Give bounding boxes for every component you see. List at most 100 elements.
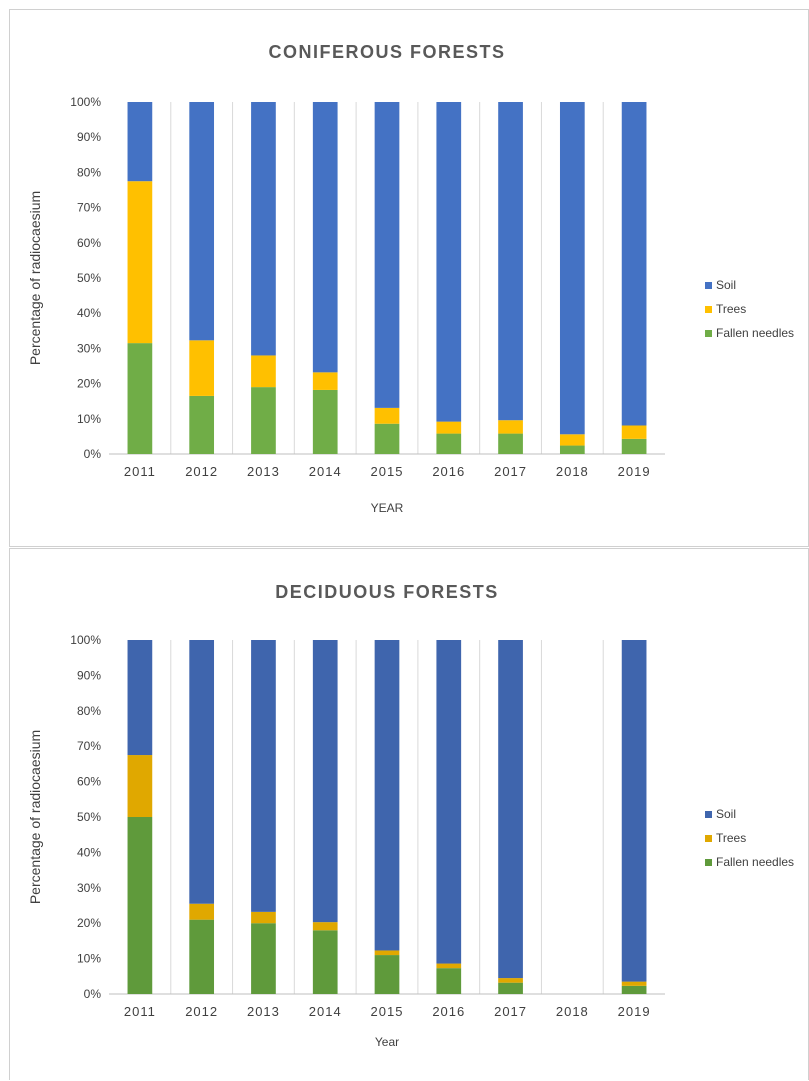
legend-swatch-trees [705, 835, 712, 842]
bar-fallen-needles [374, 955, 400, 994]
bar-trees [436, 421, 462, 434]
bar-trees [559, 434, 585, 446]
bar-trees [251, 355, 276, 388]
legend-label-fallen-needles: Fallen needles [716, 855, 794, 869]
x-tick-label: 2013 [247, 1004, 280, 1019]
y-axis-label: Percentage of radiocaesium [27, 730, 43, 904]
y-tick-label: 30% [77, 881, 101, 895]
bar-fallen-needles [621, 985, 647, 994]
bar-trees [374, 950, 400, 956]
x-tick-label: 2013 [247, 464, 280, 479]
bar-trees [498, 420, 523, 434]
bar-trees [621, 981, 647, 986]
x-tick-label: 2019 [618, 464, 651, 479]
x-tick-label: 2012 [185, 1004, 218, 1019]
bar-trees [127, 755, 153, 817]
bar-soil [127, 102, 153, 182]
y-tick-label: 90% [77, 130, 101, 144]
y-tick-label: 40% [77, 306, 101, 320]
y-tick-label: 0% [84, 447, 102, 461]
x-tick-label: 2017 [494, 464, 527, 479]
y-tick-label: 60% [77, 775, 101, 789]
bar-fallen-needles [436, 433, 462, 454]
y-tick-label: 20% [77, 916, 101, 930]
legend-swatch-trees [705, 306, 712, 313]
bar-fallen-needles [189, 395, 215, 454]
bar-soil [189, 640, 215, 904]
x-tick-label: 2016 [432, 1004, 465, 1019]
bar-fallen-needles [374, 423, 400, 454]
x-tick-label: 2018 [556, 1004, 589, 1019]
x-tick-label: 2018 [556, 464, 589, 479]
deciduous-chart: DECIDUOUS FORESTS 0% 10% 20% 30% 40% 50% 60% 70%… [27, 582, 794, 1049]
bar-soil [559, 102, 585, 435]
bar-trees [621, 425, 647, 439]
bar-soil [189, 102, 215, 341]
bar-soil [127, 640, 153, 756]
x-tick-label: 2014 [309, 1004, 342, 1019]
bar-soil [621, 102, 647, 426]
y-tick-label: 60% [77, 236, 101, 250]
bar-fallen-needles [559, 445, 585, 454]
bar-fallen-needles [498, 433, 523, 454]
x-tick-label: 2014 [309, 464, 342, 479]
deciduous-chart-panel: DECIDUOUS FORESTS 0% 10% 20% 30% 40% 50% 60% 70%… [9, 548, 809, 1080]
bar-trees [127, 181, 153, 344]
bar-fallen-needles [189, 919, 215, 994]
bar-fallen-needles [251, 923, 276, 994]
x-tick-label: 2017 [494, 1004, 527, 1019]
chart-title: CONIFEROUS FORESTS [268, 42, 505, 62]
y-tick-label: 0% [84, 987, 102, 1001]
legend-label-trees: Trees [716, 302, 746, 316]
bar-soil [621, 640, 647, 982]
coniferous-chart: CONIFEROUS FORESTS 0% 10% 20% 30% 40% 50% 60% 70… [27, 42, 794, 515]
x-tick-label: 2012 [185, 464, 218, 479]
bar-soil [498, 102, 523, 421]
bar-soil [436, 640, 462, 964]
y-axis-label: Percentage of radiocaesium [27, 191, 43, 365]
bar-soil [374, 640, 400, 951]
y-tick-label: 40% [77, 845, 101, 859]
legend-swatch-fallen-needles [705, 330, 712, 337]
bar-fallen-needles [436, 968, 462, 994]
legend-label-fallen-needles: Fallen needles [716, 326, 794, 340]
y-tick-label: 90% [77, 668, 101, 682]
chart-title: DECIDUOUS FORESTS [275, 582, 499, 602]
bar-soil [374, 102, 400, 408]
y-tick-label: 70% [77, 201, 101, 215]
y-tick-label: 80% [77, 165, 101, 179]
bar-trees [436, 963, 462, 969]
x-tick-label: 2011 [124, 1004, 156, 1019]
coniferous-chart-panel: CONIFEROUS FORESTS 0% 10% 20% 30% 40% 50% 60% 70… [9, 9, 809, 547]
bar-soil [312, 640, 338, 923]
bar-fallen-needles [498, 982, 523, 994]
bar-soil [251, 102, 276, 356]
bar-soil [498, 640, 523, 979]
bar-trees [189, 903, 215, 920]
legend-label-soil: Soil [716, 807, 736, 821]
y-tick-label: 70% [77, 739, 101, 753]
bar-soil [312, 102, 338, 373]
bar-soil [251, 640, 276, 912]
y-tick-label: 50% [77, 810, 101, 824]
x-axis-label: Year [375, 1035, 399, 1049]
bar-trees [312, 922, 338, 931]
bar-fallen-needles [621, 438, 647, 454]
bar-fallen-needles [127, 343, 153, 454]
bar-fallen-needles [127, 817, 153, 994]
x-tick-label: 2016 [432, 464, 465, 479]
y-tick-label: 30% [77, 341, 101, 355]
bar-soil [436, 102, 462, 422]
x-tick-label: 2019 [618, 1004, 651, 1019]
x-axis-label: YEAR [371, 501, 404, 515]
y-tick-label: 80% [77, 704, 101, 718]
bar-trees [189, 340, 215, 396]
bar-trees [251, 911, 276, 924]
legend-label-soil: Soil [716, 278, 736, 292]
bar-trees [498, 978, 523, 983]
legend-swatch-soil [705, 811, 712, 818]
bar-trees [374, 407, 400, 424]
bar-fallen-needles [312, 389, 338, 454]
y-tick-label: 100% [70, 633, 101, 647]
legend-swatch-soil [705, 282, 712, 289]
